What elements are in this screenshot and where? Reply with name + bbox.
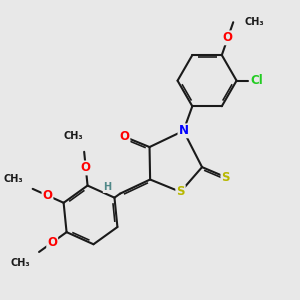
Text: O: O — [43, 189, 52, 202]
Text: O: O — [223, 31, 233, 44]
Text: CH₃: CH₃ — [11, 258, 30, 268]
Text: H: H — [103, 182, 112, 192]
Text: O: O — [119, 130, 130, 143]
Text: CH₃: CH₃ — [3, 174, 23, 184]
Text: S: S — [221, 171, 230, 184]
Text: CH₃: CH₃ — [244, 17, 264, 27]
Text: S: S — [176, 185, 185, 198]
Text: O: O — [47, 236, 57, 249]
Text: O: O — [81, 161, 91, 174]
Text: Cl: Cl — [251, 74, 264, 87]
Text: N: N — [178, 124, 188, 137]
Text: CH₃: CH₃ — [63, 131, 83, 141]
